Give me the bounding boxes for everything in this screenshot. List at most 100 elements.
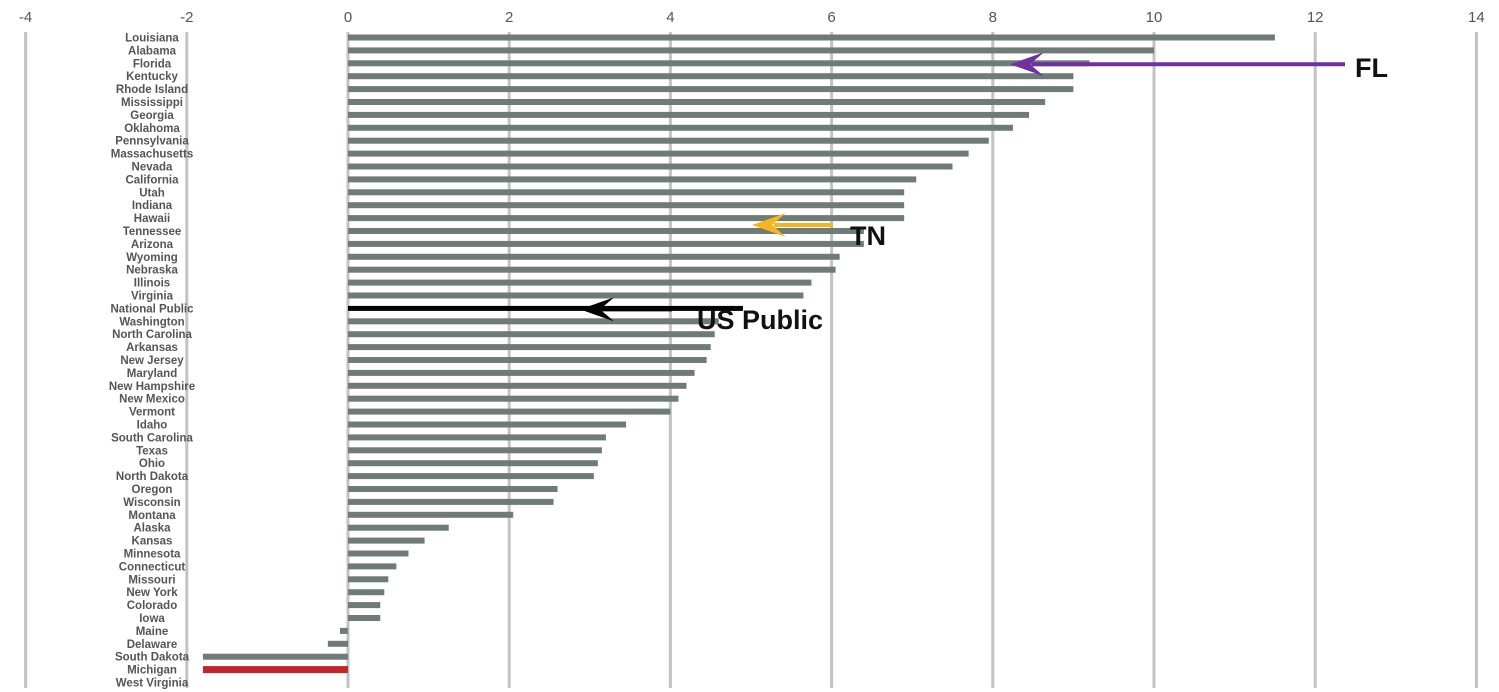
bar-ohio <box>348 460 598 467</box>
bar-pennsylvania <box>348 137 989 144</box>
bar-missouri <box>348 576 389 583</box>
bar-wisconsin <box>348 498 554 505</box>
category-label: Nevada <box>132 162 174 174</box>
bar-north-dakota <box>348 473 594 480</box>
bar-kansas <box>348 537 425 544</box>
x-axis-tick-labels: -4 -2 0 2 4 6 8 10 12 14 <box>19 9 1485 26</box>
bar-alabama <box>348 47 1154 54</box>
bar-idaho <box>348 421 627 428</box>
bar-utah <box>348 189 905 196</box>
bar-iowa <box>348 615 381 621</box>
category-label: North Dakota <box>116 471 189 483</box>
x-tick-label: 4 <box>666 9 674 26</box>
bar-nebraska <box>348 266 836 273</box>
bar-hawaii <box>348 215 905 222</box>
bar-florida <box>348 60 1090 67</box>
category-label: Tennessee <box>123 226 182 238</box>
bar-wyoming <box>348 253 840 260</box>
category-label: New Jersey <box>120 355 184 367</box>
bar-south-carolina <box>348 434 606 441</box>
bar-rhode-island <box>348 86 1074 93</box>
annotation-label-us-public: US Public <box>697 305 823 335</box>
x-tick-label: 12 <box>1307 9 1324 26</box>
bar-california <box>348 176 917 183</box>
annotation-label-tn: TN <box>850 221 886 251</box>
category-label: Arkansas <box>126 342 178 354</box>
bar-new-jersey <box>348 357 707 363</box>
bar-michigan <box>202 666 348 674</box>
category-label: New Mexico <box>119 394 185 406</box>
bar-vermont <box>348 408 671 415</box>
x-tick-label: 14 <box>1468 9 1485 26</box>
annotation-label-fl: FL <box>1355 53 1388 83</box>
category-label: Pennsylvania <box>115 136 189 148</box>
category-label: Maine <box>136 626 169 638</box>
bar-minnesota <box>348 550 409 557</box>
bar-new-mexico <box>348 395 679 402</box>
category-label: Montana <box>128 510 176 522</box>
category-label: National Public <box>110 303 194 315</box>
category-label: Wyoming <box>126 252 178 264</box>
category-label: Alabama <box>128 45 177 57</box>
arrow-fl-head <box>1010 52 1044 77</box>
category-label: Minnesota <box>124 549 181 561</box>
x-tick-label: 10 <box>1146 9 1163 26</box>
arrow-us-public-head <box>580 297 614 322</box>
x-tick-label: 2 <box>505 9 513 26</box>
bar-maine <box>339 627 348 634</box>
bar-connecticut <box>348 563 397 570</box>
category-label: Washington <box>119 316 184 328</box>
category-label: Indiana <box>132 200 173 212</box>
category-label: Wisconsin <box>123 497 180 509</box>
bar-montana <box>348 511 514 518</box>
x-tick-label: 0 <box>344 9 352 26</box>
x-tick-label: -4 <box>19 9 32 26</box>
category-label: Florida <box>133 58 172 70</box>
category-label: Louisiana <box>125 33 179 45</box>
bar-alaska <box>348 524 449 531</box>
category-label: Kentucky <box>126 71 178 83</box>
category-label: South Dakota <box>115 652 190 664</box>
category-label: Colorado <box>127 600 177 612</box>
category-label: New Hampshire <box>109 381 195 393</box>
bar-washington <box>348 318 719 325</box>
bar-kentucky <box>348 73 1074 80</box>
category-label: Ohio <box>139 458 165 470</box>
category-label: Kansas <box>132 536 173 548</box>
bar-virginia <box>348 292 804 299</box>
bars <box>202 34 1275 674</box>
bar-new-hampshire <box>348 382 687 389</box>
category-label: Vermont <box>129 407 175 419</box>
category-label: Rhode Island <box>116 84 188 96</box>
category-label: Mississippi <box>121 97 183 109</box>
category-label: Nebraska <box>126 265 178 277</box>
category-label: Illinois <box>134 278 170 290</box>
bar-georgia <box>348 111 1030 118</box>
bar-delaware <box>327 640 348 647</box>
x-tick-label: -2 <box>180 9 193 26</box>
category-label: Hawaii <box>134 213 170 225</box>
bar-oklahoma <box>348 124 1013 131</box>
category-label: California <box>125 174 179 186</box>
bar-arkansas <box>348 344 711 351</box>
bar-indiana <box>348 202 905 209</box>
category-label: Massachusetts <box>111 149 193 161</box>
category-label: Iowa <box>139 613 165 625</box>
bar-mississippi <box>348 99 1046 105</box>
category-label: Alaska <box>133 523 171 535</box>
category-label: Georgia <box>130 110 174 122</box>
bar-oregon <box>348 486 558 492</box>
category-label: Connecticut <box>119 561 186 573</box>
bar-tennessee <box>348 228 864 234</box>
category-label: Michigan <box>127 665 177 677</box>
bar-louisiana <box>348 34 1275 41</box>
bar-new-york <box>348 589 385 596</box>
category-label: Oklahoma <box>124 123 180 135</box>
bar-illinois <box>348 279 812 286</box>
bar-south-dakota <box>202 653 348 660</box>
bar-colorado <box>348 602 381 609</box>
category-label: North Carolina <box>112 329 192 341</box>
bar-arizona <box>348 240 864 247</box>
